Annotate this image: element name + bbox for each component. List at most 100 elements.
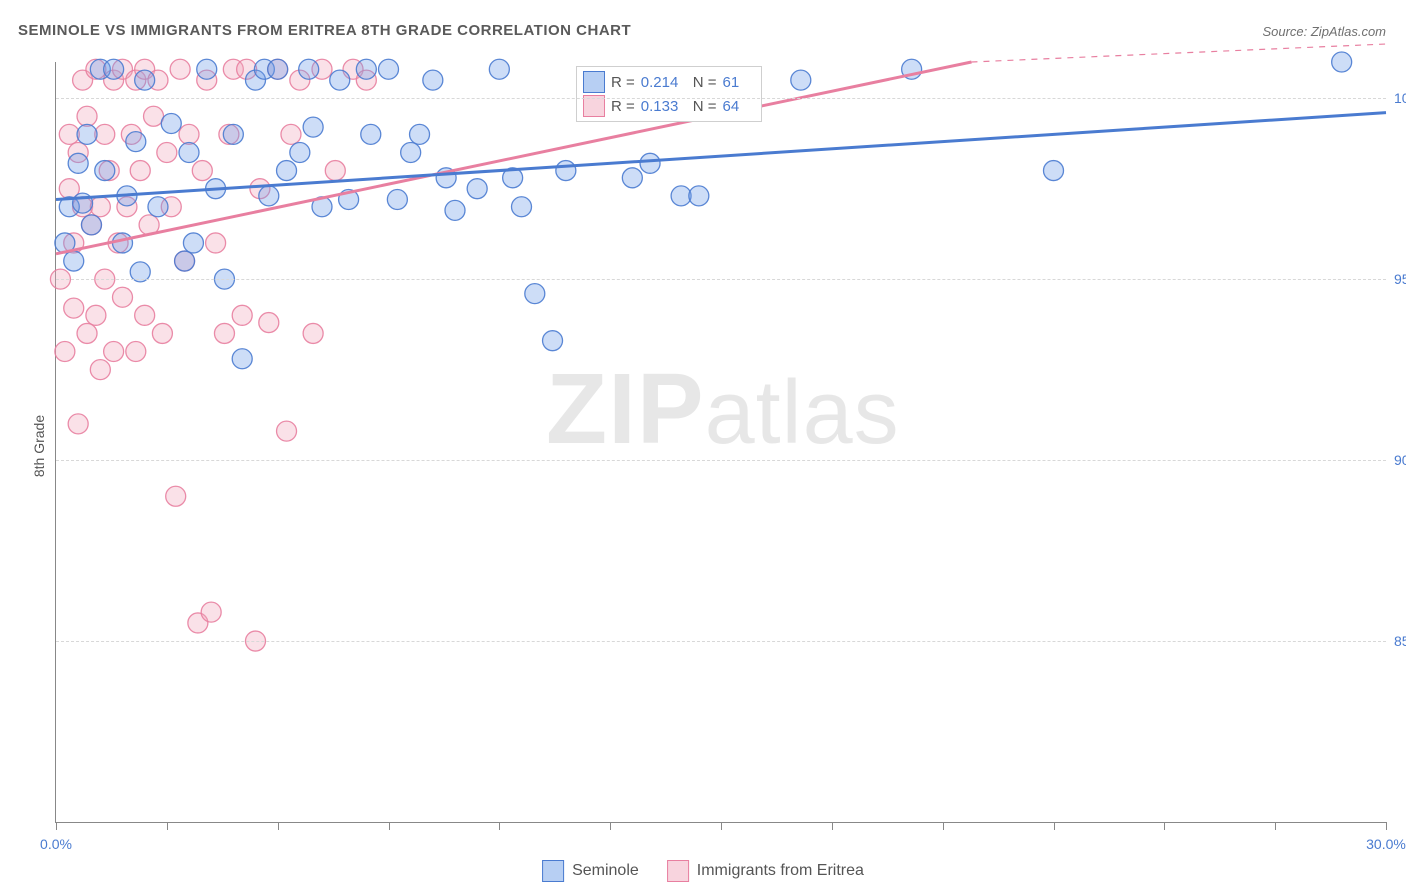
data-point [90,360,110,380]
legend-r-label: R = [611,74,635,91]
data-point [290,142,310,162]
data-point [232,349,252,369]
data-point [556,161,576,181]
data-point [126,132,146,152]
legend-r-label: R = [611,98,635,115]
data-point [489,59,509,79]
data-point [55,342,75,362]
source-attribution: Source: ZipAtlas.com [1262,24,1386,39]
legend-n-label: N = [693,98,717,115]
gridline [56,641,1386,642]
data-point [232,305,252,325]
data-point [791,70,811,90]
x-tick [721,822,722,830]
data-point [90,197,110,217]
data-point [1332,52,1352,72]
x-tick [167,822,168,830]
data-point [95,124,115,144]
x-tick [56,822,57,830]
data-point [113,287,133,307]
data-point [152,323,172,343]
data-point [144,106,164,126]
data-point [68,153,88,173]
x-tick [943,822,944,830]
data-point [68,414,88,434]
data-point [77,323,97,343]
y-tick-label: 85.0% [1388,633,1406,649]
data-point [259,313,279,333]
data-point [201,602,221,622]
y-axis-label: 8th Grade [31,415,47,477]
legend-n-value: 64 [723,98,751,115]
y-tick-label: 95.0% [1388,271,1406,287]
data-point [183,233,203,253]
legend-r-value: 0.133 [641,98,687,115]
legend-n-label: N = [693,74,717,91]
data-point [166,486,186,506]
data-point [379,59,399,79]
data-point [81,215,101,235]
data-point [175,251,195,271]
trend-line-extrapolated [971,44,1386,62]
legend-swatch [667,860,689,882]
data-point [192,161,212,181]
data-point [135,70,155,90]
gridline [56,279,1386,280]
data-point [410,124,430,144]
data-point [445,200,465,220]
data-point [86,305,106,325]
x-tick [1054,822,1055,830]
legend-series-name: Immigrants from Eritrea [697,862,864,880]
data-point [214,323,234,343]
data-point [330,70,350,90]
data-point [179,142,199,162]
data-point [104,59,124,79]
data-point [277,421,297,441]
legend-swatch [583,71,605,93]
data-point [64,251,84,271]
data-point [268,59,288,79]
data-point [467,179,487,199]
x-tick [610,822,611,830]
legend-row: R =0.214N =61 [583,71,751,93]
data-point [104,342,124,362]
x-tick [389,822,390,830]
data-point [259,186,279,206]
data-point [1044,161,1064,181]
data-point [356,59,376,79]
data-point [77,124,97,144]
data-point [223,124,243,144]
data-point [197,59,217,79]
data-point [299,59,319,79]
legend-item: Seminole [542,860,639,882]
data-point [512,197,532,217]
data-point [126,342,146,362]
data-point [281,124,301,144]
x-tick-label: 30.0% [1366,836,1406,852]
series-legend: Seminole Immigrants from Eritrea [542,860,864,882]
data-point [130,161,150,181]
legend-swatch [542,860,564,882]
gridline [56,460,1386,461]
legend-series-name: Seminole [572,862,639,880]
data-point [277,161,297,181]
x-tick [278,822,279,830]
data-point [303,117,323,137]
scatter-svg [56,62,1386,822]
data-point [179,124,199,144]
data-point [525,284,545,304]
data-point [95,161,115,181]
data-point [361,124,381,144]
y-tick-label: 90.0% [1388,452,1406,468]
data-point [113,233,133,253]
data-point [387,190,407,210]
data-point [303,323,323,343]
x-tick-label: 0.0% [40,836,72,852]
legend-item: Immigrants from Eritrea [667,860,864,882]
data-point [325,161,345,181]
data-point [170,59,190,79]
plot-area: ZIPatlas R =0.214N =61R =0.133N =64 85.0… [55,62,1386,823]
data-point [640,153,660,173]
data-point [135,305,155,325]
data-point [689,186,709,206]
